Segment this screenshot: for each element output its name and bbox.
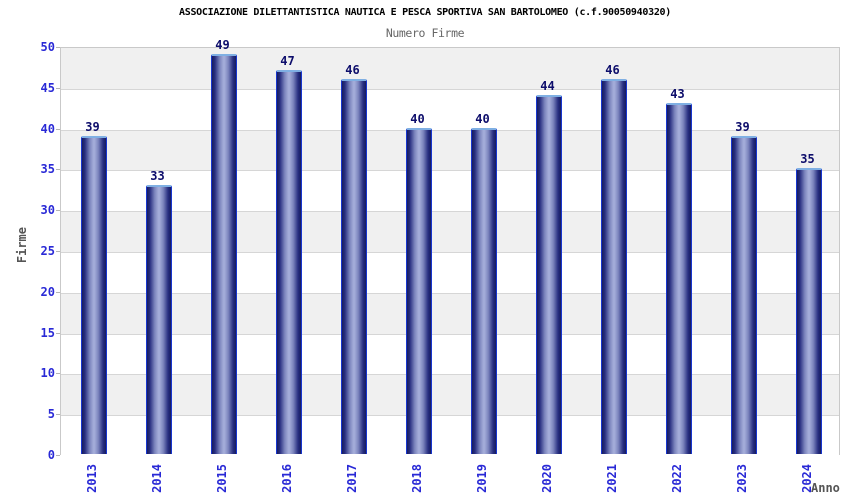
bar-value-label: 40 (410, 111, 425, 126)
background-band (61, 88, 839, 130)
x-tick-label: 2020 (539, 464, 554, 493)
chart-subtitle: Numero Firme (385, 26, 465, 40)
gridline (61, 252, 839, 253)
y-tick-mark (56, 414, 60, 416)
bar (730, 135, 757, 454)
y-tick-label: 25 (40, 244, 55, 258)
y-tick-label: 30 (40, 203, 55, 218)
y-tick-mark (56, 291, 60, 293)
bar-value-label: 46 (345, 62, 360, 77)
x-tick-label: 2019 (474, 464, 489, 493)
x-tick-label: 2013 (84, 464, 99, 493)
x-tick-label: 2023 (734, 464, 749, 493)
y-tick-mark (56, 128, 60, 130)
bar (600, 78, 627, 454)
background-band (61, 211, 839, 252)
gridline (61, 129, 839, 131)
y-tick-mark (56, 87, 60, 89)
background-band (61, 48, 839, 89)
y-tick-mark (56, 332, 60, 334)
y-tick-mark (56, 169, 60, 171)
bar (535, 94, 562, 454)
bar-value-label: 49 (215, 38, 230, 53)
bar-value-label: 47 (280, 54, 295, 69)
bar-value-label: 35 (800, 152, 815, 167)
gridline (61, 374, 839, 376)
y-tick-mark (56, 373, 60, 375)
bar (795, 168, 822, 454)
gridline (61, 415, 839, 417)
bar-value-label: 33 (150, 168, 165, 183)
bar-value-label: 39 (735, 119, 750, 134)
bar-value-label: 43 (670, 87, 685, 102)
x-tick-label: 2022 (669, 464, 684, 493)
y-tick-mark (56, 251, 60, 252)
gridline (61, 88, 839, 90)
bar (210, 54, 237, 454)
bar (275, 70, 302, 454)
background-band (61, 333, 839, 375)
plot-area (60, 47, 840, 456)
y-tick-label: 45 (40, 80, 55, 95)
x-tick-label: 2016 (279, 464, 294, 493)
chart-title: ASSOCIAZIONE DILETTANTISTICA NAUTICA E P… (179, 7, 671, 18)
y-tick-mark (56, 210, 60, 212)
background-band (61, 252, 839, 293)
gridline (61, 292, 839, 294)
x-tick-label: 2014 (149, 464, 164, 493)
x-tick-label: 2017 (344, 464, 359, 493)
bar (405, 127, 432, 454)
background-band (61, 374, 839, 416)
bar-value-label: 40 (475, 111, 490, 126)
bar-value-label: 44 (540, 78, 555, 93)
bar (665, 103, 692, 454)
gridline (61, 211, 839, 213)
y-tick-label: 5 (47, 407, 55, 422)
x-tick-label: 2015 (214, 464, 229, 493)
y-tick-label: 35 (40, 162, 55, 177)
y-tick-label: 20 (40, 284, 55, 299)
y-tick-label: 40 (40, 121, 55, 136)
bar (470, 127, 497, 454)
bar-value-label: 46 (605, 62, 620, 77)
bar-value-label: 39 (85, 119, 100, 134)
background-band (61, 170, 839, 212)
x-axis-title: Anno (811, 481, 840, 495)
x-tick-label: 2021 (604, 464, 619, 493)
bar (340, 78, 367, 454)
background-band (61, 129, 839, 171)
y-tick-label: 50 (40, 40, 55, 54)
background-band (61, 415, 839, 456)
y-tick-label: 10 (40, 366, 55, 381)
x-tick-label: 2018 (409, 464, 424, 493)
bar (80, 135, 107, 454)
y-tick-mark (56, 47, 60, 48)
gridline (61, 333, 839, 335)
y-tick-mark (56, 455, 60, 456)
gridline (61, 170, 839, 172)
y-tick-label: 15 (40, 325, 55, 340)
bar (145, 184, 172, 454)
y-axis-title: Firme (15, 227, 29, 264)
y-tick-label: 0 (47, 448, 55, 462)
background-band (61, 292, 839, 334)
